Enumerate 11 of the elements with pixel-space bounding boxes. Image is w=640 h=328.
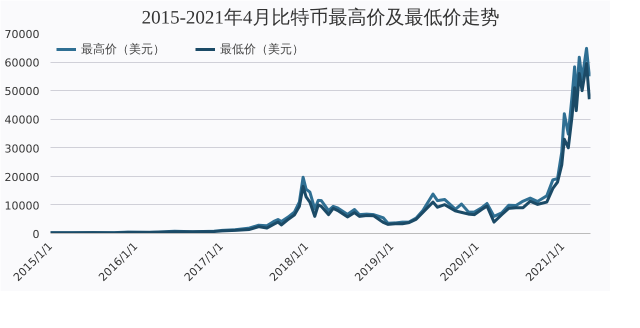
legend-label: 最高价（美元） xyxy=(81,40,165,58)
y-tick-label: 40000 xyxy=(4,114,40,127)
y-tick-label: 70000 xyxy=(4,28,40,41)
y-tick-label: 50000 xyxy=(4,85,40,98)
chart-title: 2015-2021年4月比特币最高价及最低价走势 xyxy=(142,6,500,28)
y-tick-label: 0 xyxy=(32,228,40,241)
y-tick-label: 20000 xyxy=(4,170,40,184)
y-tick-label: 10000 xyxy=(4,199,40,212)
y-tick-label: 60000 xyxy=(4,56,40,70)
legend-label: 最低价（美元） xyxy=(220,40,304,58)
y-tick-label: 30000 xyxy=(4,142,40,156)
